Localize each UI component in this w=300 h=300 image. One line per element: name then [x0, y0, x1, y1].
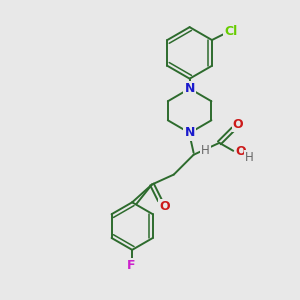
Text: N: N	[184, 82, 195, 95]
Text: F: F	[127, 259, 135, 272]
Text: O: O	[236, 145, 247, 158]
Text: N: N	[184, 127, 195, 140]
Text: Cl: Cl	[224, 25, 237, 38]
Text: O: O	[160, 200, 170, 213]
Text: H: H	[201, 144, 210, 157]
Text: O: O	[233, 118, 244, 130]
Text: H: H	[245, 151, 254, 164]
